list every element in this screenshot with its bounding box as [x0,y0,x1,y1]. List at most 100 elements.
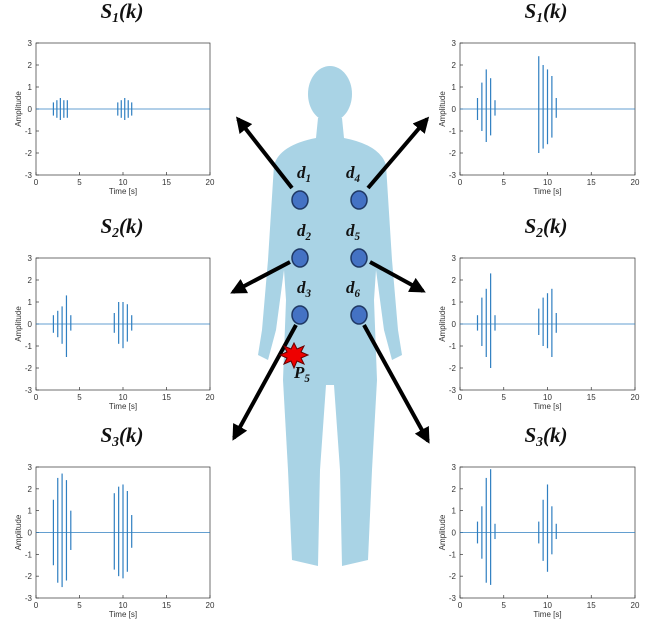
label-sub: 5 [354,231,360,243]
label-rest: (k) [119,0,144,23]
y-tick-label: 0 [28,105,33,114]
y-tick-label: 1 [452,298,457,307]
label-sub: 6 [354,288,360,300]
y-axis-label: Amplitude [438,306,447,342]
y-tick-label: -1 [25,342,33,351]
label-base: S [524,0,536,23]
y-axis-label: Amplitude [14,91,23,127]
panel-title: S1(k) [100,0,143,25]
label-sub: 2 [304,231,311,243]
x-tick-label: 10 [119,178,128,187]
y-tick-label: 2 [28,61,33,70]
x-tick-label: 5 [77,601,82,610]
y-tick-label: -1 [449,550,457,559]
x-tick-label: 20 [631,601,640,610]
y-tick-label: -2 [449,572,457,581]
x-tick-label: 15 [587,178,596,187]
x-axis-label: Time [s] [533,610,561,619]
y-tick-label: -1 [25,127,33,136]
label-base: S [100,423,112,447]
label-sub: 2 [111,225,119,240]
label-sub: 5 [304,373,310,385]
x-tick-label: 20 [631,393,640,402]
x-tick-label: 10 [543,178,552,187]
y-tick-label: 1 [28,83,33,92]
label-sub: 4 [353,173,360,185]
panel-title: S2(k) [524,214,567,240]
y-tick-label: -3 [25,594,33,603]
y-tick-label: 0 [28,320,33,329]
x-tick-label: 10 [119,393,128,402]
label-rest: (k) [119,214,144,238]
y-tick-label: 3 [28,463,33,472]
label-sub: 1 [305,173,311,185]
y-axis-label: Amplitude [14,306,23,342]
x-tick-label: 15 [162,178,171,187]
x-axis-label: Time [s] [109,402,137,411]
x-tick-label: 15 [587,393,596,402]
y-tick-label: 2 [452,485,457,494]
y-tick-label: 2 [452,276,457,285]
x-axis-label: Time [s] [109,610,137,619]
label-sub: 3 [111,434,119,449]
x-tick-label: 0 [34,393,39,402]
y-tick-label: -2 [449,364,457,373]
label-base: S [524,423,536,447]
y-tick-label: -1 [449,127,457,136]
y-tick-label: 1 [452,507,457,516]
y-tick-label: 3 [452,39,457,48]
x-tick-label: 15 [587,601,596,610]
x-tick-label: 5 [502,393,507,402]
x-tick-label: 10 [543,393,552,402]
x-tick-label: 15 [162,601,171,610]
y-tick-label: 0 [28,529,33,538]
x-tick-label: 15 [162,393,171,402]
x-tick-label: 20 [631,178,640,187]
x-tick-label: 5 [77,178,82,187]
panel-title: S3(k) [524,423,567,449]
x-tick-label: 20 [206,178,215,187]
y-tick-label: -3 [25,386,33,395]
label-base: P [293,363,305,382]
y-tick-label: 0 [452,105,457,114]
x-tick-label: 0 [458,601,463,610]
y-tick-label: -1 [25,550,33,559]
y-tick-label: -2 [25,364,33,373]
y-tick-label: 1 [28,507,33,516]
y-tick-label: 2 [452,61,457,70]
y-tick-label: 0 [452,529,457,538]
label-base: S [524,214,536,238]
y-tick-label: 2 [28,276,33,285]
x-tick-label: 5 [502,601,507,610]
y-tick-label: -3 [449,594,457,603]
label-sub: 1 [536,10,543,25]
x-tick-label: 5 [77,393,82,402]
y-tick-label: 3 [452,254,457,263]
y-tick-label: -3 [25,171,33,180]
label-sub: 1 [112,10,119,25]
y-axis-label: Amplitude [438,91,447,127]
body-silhouette [258,66,402,566]
x-tick-label: 0 [458,393,463,402]
x-tick-label: 10 [119,601,128,610]
y-tick-label: -2 [25,572,33,581]
x-tick-label: 10 [543,601,552,610]
label-sub: 2 [535,225,543,240]
y-tick-label: 3 [28,39,33,48]
x-tick-label: 5 [502,178,507,187]
label-rest: (k) [543,423,568,447]
label-base: S [100,0,112,23]
panel-title: S2(k) [100,214,143,240]
y-tick-label: 1 [28,298,33,307]
y-tick-label: 2 [28,485,33,494]
x-tick-label: 20 [206,601,215,610]
y-tick-label: 3 [28,254,33,263]
y-tick-label: -2 [25,149,33,158]
y-tick-label: -3 [449,171,457,180]
panel-title: S1(k) [524,0,567,25]
diagram: -3-2-1012305101520Time [s]Amplitude-3-2-… [0,0,650,623]
x-tick-label: 0 [34,601,39,610]
label-rest: (k) [119,423,144,447]
